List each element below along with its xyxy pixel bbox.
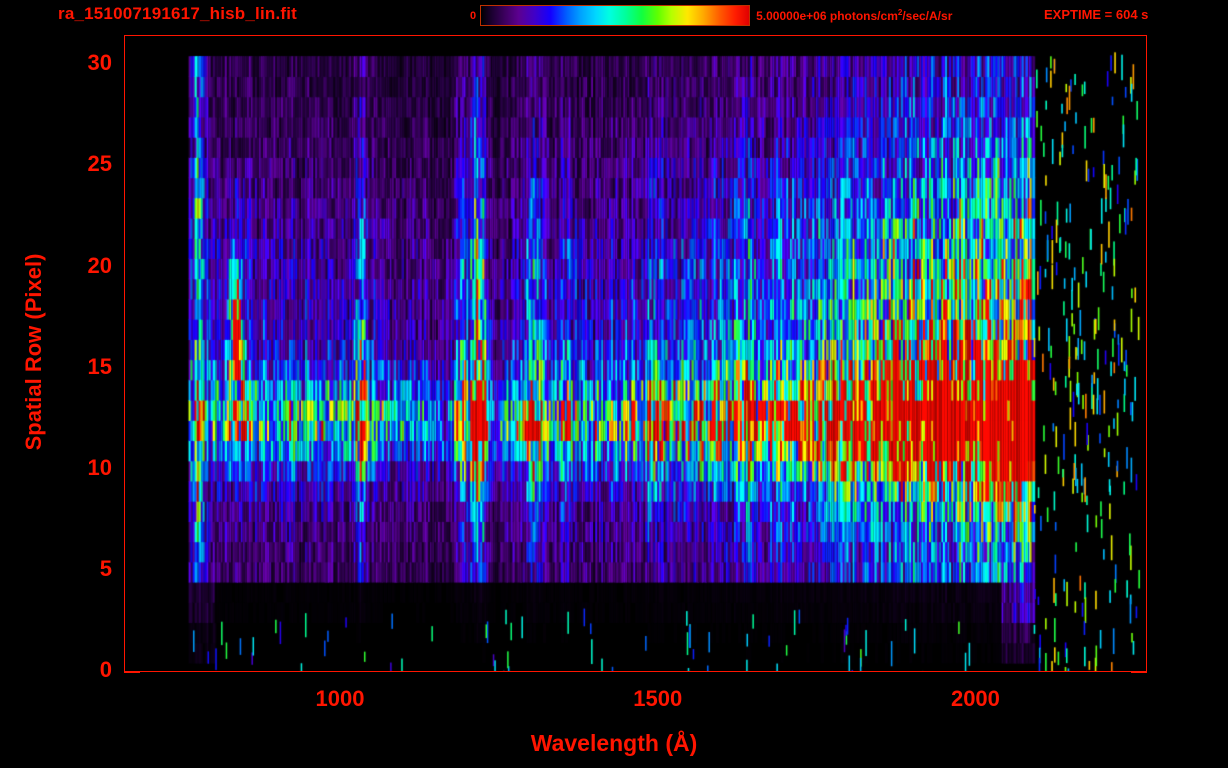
heatmap-plot-area — [124, 35, 1147, 672]
colorbar: 0 5.00000e+06 photons/cm2/sec/A/sr — [470, 5, 952, 26]
colorbar-max-tail: /sec/A/sr — [902, 9, 953, 23]
y-tick-label: 25 — [87, 151, 112, 177]
page-title: ra_151007191617_hisb_lin.fit — [58, 4, 298, 23]
x-axis-title: Wavelength (Å) — [530, 730, 698, 756]
y-major-tick-right — [1131, 672, 1147, 673]
heatmap-canvas — [125, 36, 1146, 671]
y-tick-label: 10 — [87, 454, 112, 480]
y-tick-label: 5 — [99, 555, 112, 581]
colorbar-gradient — [480, 5, 751, 26]
y-tick-label: 20 — [87, 252, 112, 278]
exptime-label: EXPTIME = 604 s — [1044, 7, 1149, 22]
colorbar-max-exponent: 2 — [897, 8, 903, 17]
x-tick-label: 1000 — [315, 686, 365, 711]
y-tick-label: 15 — [87, 353, 112, 379]
x-tick-label: 1500 — [633, 686, 683, 711]
y-tick-label: 0 — [99, 657, 112, 682]
colorbar-max-label: 5.00000e+06 photons/cm2/sec/A/sr — [756, 8, 952, 23]
y-major-tick — [124, 672, 140, 673]
colorbar-max-value: 5.00000e+06 photons/cm — [756, 9, 898, 23]
colorbar-min-label: 0 — [470, 9, 477, 22]
y-tick-label: 30 — [87, 50, 112, 76]
x-tick-label: 2000 — [950, 686, 1000, 711]
